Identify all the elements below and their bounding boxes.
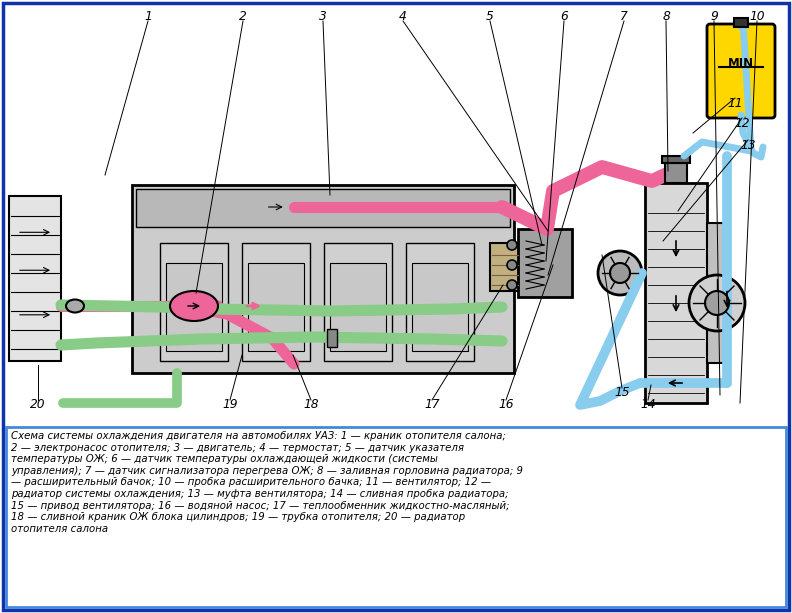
Bar xyxy=(490,243,520,291)
Text: 15: 15 xyxy=(615,387,630,400)
Circle shape xyxy=(507,280,517,290)
Text: 19: 19 xyxy=(223,398,238,411)
Bar xyxy=(645,183,707,403)
Text: 12: 12 xyxy=(734,116,750,129)
Text: 2: 2 xyxy=(239,9,247,23)
Circle shape xyxy=(507,240,517,250)
FancyBboxPatch shape xyxy=(707,24,775,118)
Circle shape xyxy=(507,260,517,270)
Text: 5: 5 xyxy=(486,9,494,23)
Bar xyxy=(406,243,474,361)
Circle shape xyxy=(705,291,729,315)
Circle shape xyxy=(610,263,630,283)
Bar xyxy=(518,229,572,297)
Bar xyxy=(327,329,337,347)
Text: 10: 10 xyxy=(749,9,765,23)
Text: 6: 6 xyxy=(560,9,568,23)
Text: 7: 7 xyxy=(620,9,628,23)
Text: 13: 13 xyxy=(741,139,756,151)
Text: 18: 18 xyxy=(303,398,318,411)
Ellipse shape xyxy=(66,300,84,313)
Text: 1: 1 xyxy=(144,9,152,23)
Text: 20: 20 xyxy=(30,398,46,411)
Bar xyxy=(248,263,304,351)
Circle shape xyxy=(689,275,745,331)
Ellipse shape xyxy=(170,291,218,321)
Text: 9: 9 xyxy=(710,9,718,23)
Text: 8: 8 xyxy=(662,9,670,23)
Text: 17: 17 xyxy=(425,398,440,411)
Bar xyxy=(734,18,748,27)
Bar xyxy=(242,243,310,361)
Text: 4: 4 xyxy=(399,9,407,23)
Text: 16: 16 xyxy=(498,398,514,411)
Bar xyxy=(9,196,61,361)
Text: 3: 3 xyxy=(319,9,327,23)
Bar xyxy=(412,263,468,351)
Text: Схема системы охлаждения двигателя на автомобилях УАЗ: 1 — краник отопителя сало: Схема системы охлаждения двигателя на ав… xyxy=(11,431,523,534)
Text: MIN: MIN xyxy=(728,56,754,69)
Bar xyxy=(136,189,510,227)
Bar xyxy=(160,243,228,361)
Text: 11: 11 xyxy=(727,96,743,110)
Bar xyxy=(6,427,786,607)
Bar xyxy=(707,223,727,363)
Bar xyxy=(662,156,690,163)
Circle shape xyxy=(598,251,642,295)
Bar xyxy=(665,163,687,183)
Bar xyxy=(132,185,514,373)
Bar xyxy=(166,263,222,351)
Text: 14: 14 xyxy=(640,398,656,411)
Bar xyxy=(324,243,392,361)
Bar xyxy=(330,263,386,351)
